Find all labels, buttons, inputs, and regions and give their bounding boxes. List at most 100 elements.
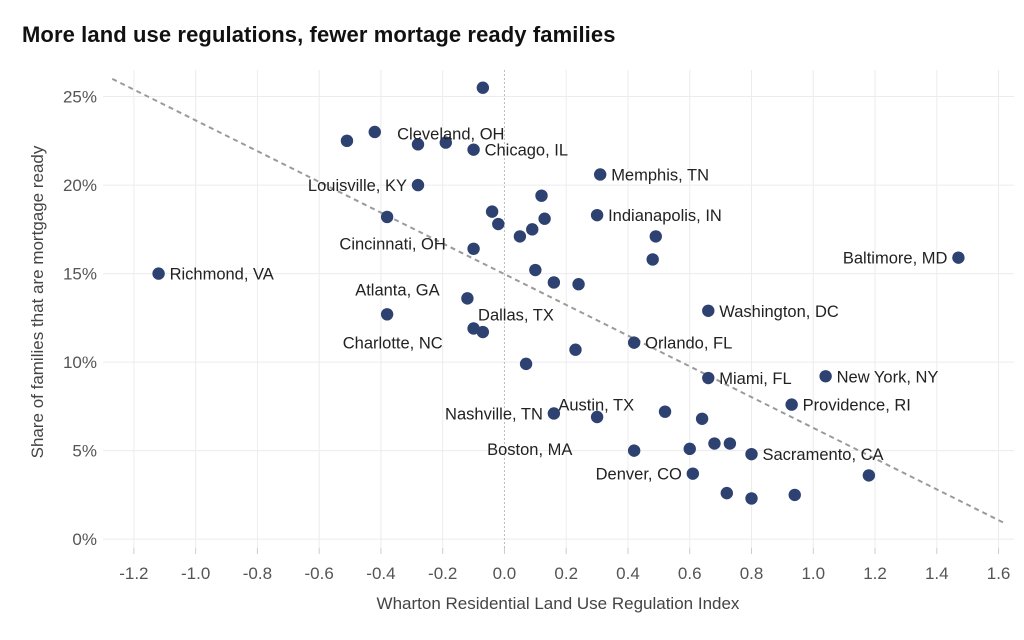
point-label: Baltimore, MD — [843, 250, 948, 268]
x-tick-label: -0.6 — [305, 564, 334, 583]
x-tick-label: 0.2 — [554, 564, 578, 583]
data-point — [476, 81, 490, 94]
annotation-label: Charlotte, NC — [343, 335, 443, 353]
point-label: Louisville, KY — [308, 177, 407, 195]
data-point — [476, 325, 490, 339]
x-tick-label: -0.4 — [366, 564, 395, 583]
point-label: Indianapolis, IN — [608, 207, 722, 225]
data-point — [708, 437, 721, 450]
data-point — [590, 208, 604, 222]
point-label: Denver, CO — [596, 466, 682, 484]
data-point — [745, 447, 758, 461]
x-axis-label: Wharton Residential Land Use Regulation … — [377, 594, 740, 613]
x-tick-label: 1.4 — [925, 564, 949, 583]
data-point — [519, 357, 533, 371]
data-point — [547, 276, 561, 289]
data-point — [590, 410, 604, 424]
data-point — [593, 168, 607, 181]
data-point — [572, 278, 585, 291]
point-label: Orlando, FL — [645, 335, 732, 353]
data-point — [152, 267, 165, 280]
data-point — [467, 242, 480, 256]
data-point — [683, 442, 696, 456]
annotation-label: Dallas, TX — [478, 306, 554, 324]
point-label: Memphis, TN — [611, 166, 709, 184]
x-tick-label: -1.2 — [119, 564, 148, 583]
point-label: Chicago, IL — [485, 142, 568, 160]
data-point — [785, 398, 798, 411]
point-label: Nashville, TN — [445, 405, 543, 423]
grid — [103, 70, 1014, 548]
y-tick-label: 20% — [63, 176, 97, 195]
point-label: Sacramento, CA — [763, 446, 884, 464]
point-label: Providence, RI — [803, 397, 911, 415]
data-point — [569, 343, 582, 356]
data-point — [723, 437, 737, 450]
data-point — [627, 444, 641, 457]
data-point — [526, 223, 539, 236]
data-point — [535, 189, 548, 202]
trend-line-group — [111, 77, 1006, 525]
trend-line — [111, 77, 1006, 525]
data-point — [686, 467, 700, 480]
x-tick-label: 0.4 — [616, 564, 640, 583]
x-tick-label: 1.6 — [987, 564, 1011, 583]
x-tick-label: 0.0 — [493, 564, 517, 583]
data-point — [819, 370, 832, 383]
x-tick-label: 0.8 — [740, 564, 764, 583]
point-label: New York, NY — [837, 368, 939, 386]
data-point — [380, 308, 394, 321]
data-point — [658, 405, 672, 418]
data-point — [702, 304, 715, 317]
data-point — [862, 469, 876, 482]
point-label: Washington, DC — [719, 303, 839, 321]
data-point — [492, 217, 505, 231]
x-tick-label: -0.8 — [243, 564, 272, 583]
data-point — [720, 486, 734, 500]
data-point — [368, 125, 381, 139]
point-label: Richmond, VA — [170, 266, 274, 284]
y-tick-label: 15% — [63, 265, 97, 284]
x-tick-label: 1.2 — [863, 564, 887, 583]
point-label: Miami, FL — [719, 370, 791, 388]
data-point — [646, 253, 659, 266]
data-point — [649, 230, 662, 243]
data-point — [513, 230, 527, 243]
point-labels: Chicago, IL Louisville, KY Memphis, TN Indi… — [170, 126, 948, 484]
x-tick-label: 0.6 — [678, 564, 702, 583]
annotation-label: Cleveland, OH — [397, 126, 504, 144]
data-point — [702, 371, 715, 385]
y-tick-label: 0% — [72, 530, 97, 549]
data-point — [952, 251, 965, 264]
data-point — [745, 492, 758, 505]
x-tick-label: 1.0 — [801, 564, 825, 583]
y-axis-label: Share of families that are mortgage read… — [28, 145, 47, 458]
y-tick-label: 10% — [63, 353, 97, 372]
data-point — [547, 407, 561, 420]
data-point — [627, 336, 641, 349]
y-tick-label: 25% — [63, 88, 97, 107]
data-point — [538, 212, 551, 225]
data-points — [152, 81, 965, 505]
annotation-label: Austin, TX — [558, 397, 634, 415]
annotation-label: Atlanta, GA — [355, 282, 439, 300]
data-point — [411, 138, 425, 151]
x-tick-label: -1.0 — [181, 564, 210, 583]
data-point — [467, 143, 480, 156]
data-point — [461, 292, 474, 305]
data-point — [380, 210, 394, 224]
annotation-label: Cincinnati, OH — [339, 235, 445, 253]
data-point — [695, 412, 709, 425]
annotation-label: Boston, MA — [487, 441, 572, 459]
chart-title: More land use regulations, fewer mortage… — [22, 22, 616, 47]
data-point — [439, 136, 452, 149]
data-point — [788, 488, 801, 502]
y-tick-label: 5% — [72, 442, 97, 461]
x-tick-label: -0.2 — [428, 564, 457, 583]
data-point — [529, 263, 542, 277]
data-point — [340, 134, 354, 148]
data-point — [485, 205, 499, 218]
axis-ticks: -1.2 -1.0 -0.8 -0.6 -0.4 -0.2 0.0 0.2 0.4 0.6 0.8 1… — [63, 88, 1010, 583]
data-point — [411, 178, 425, 192]
